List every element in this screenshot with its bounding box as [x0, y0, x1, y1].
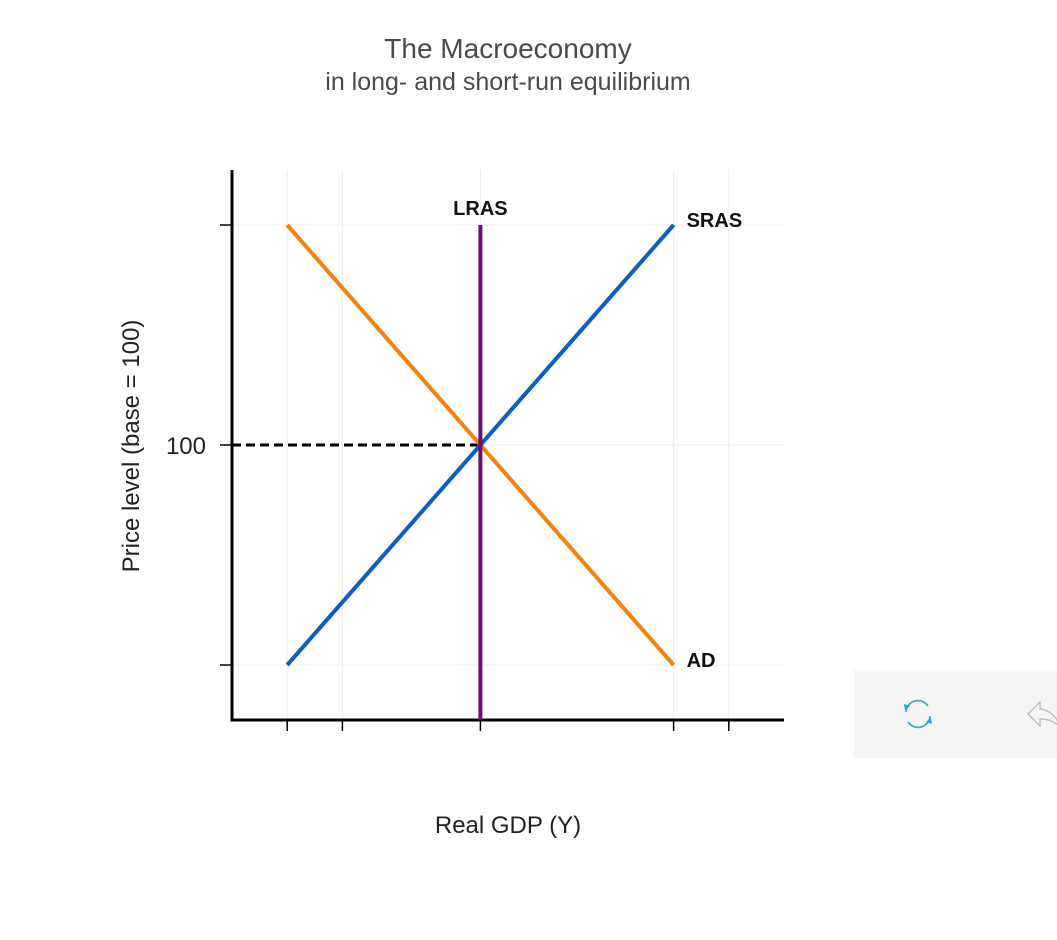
y-axis-label: Price level (base = 100) — [118, 320, 145, 573]
series-lines — [285, 223, 676, 720]
undo-button[interactable] — [1022, 694, 1057, 734]
grid-lines — [232, 170, 784, 720]
reset-button[interactable] — [898, 694, 938, 734]
x-axis-label: Real GDP (Y) — [435, 812, 581, 839]
y-tick-label: 100 — [166, 433, 206, 460]
chart-subtitle: in long- and short-run equilibrium — [325, 68, 691, 96]
refresh-icon — [904, 699, 932, 729]
ad-label: AD — [687, 650, 716, 672]
undo-arrow-icon — [1027, 701, 1057, 727]
lras-label: LRAS — [453, 198, 507, 220]
sras-label: SRAS — [687, 210, 743, 232]
ticks: 100 — [166, 224, 730, 731]
graph-controls — [854, 670, 1057, 758]
series-labels: AD SRAS LRAS — [453, 198, 742, 672]
chart-title: The Macroeconomy — [384, 33, 632, 64]
